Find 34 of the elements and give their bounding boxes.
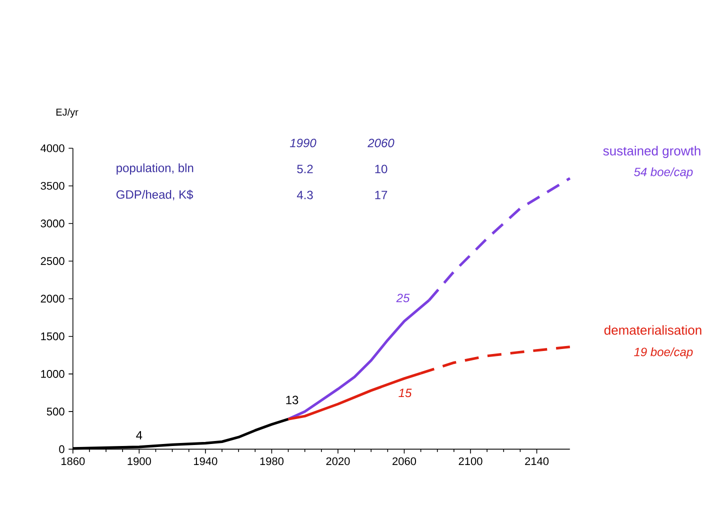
x-tick-label: 1980 bbox=[260, 457, 284, 466]
annotation: 10 bbox=[375, 164, 388, 174]
y-tick-label: 4000 bbox=[40, 144, 64, 152]
y-tick-label: 500 bbox=[46, 408, 64, 416]
text: 19 boe/cap bbox=[634, 347, 693, 359]
x-tick-label: 2140 bbox=[525, 457, 549, 466]
y-tick-label: 3000 bbox=[40, 220, 64, 228]
y-tick-label: 2000 bbox=[40, 294, 64, 303]
annotation: 13 bbox=[286, 396, 298, 404]
annotation: 4 bbox=[136, 431, 142, 440]
text: 54 boe/cap bbox=[634, 167, 693, 179]
annotation: 5.2 bbox=[297, 164, 313, 174]
text: sustained growth bbox=[603, 146, 700, 158]
x-tick-label: 1860 bbox=[62, 457, 85, 466]
annotation: 15 bbox=[398, 388, 412, 398]
x-tick-label: 2060 bbox=[392, 457, 416, 466]
annotation: population, bln bbox=[116, 163, 194, 175]
text: dematerialisation bbox=[604, 325, 702, 335]
y-tick-label: 1500 bbox=[41, 332, 64, 340]
text: 2060 bbox=[368, 138, 394, 148]
annotation: GDP/head, K$ bbox=[116, 190, 194, 200]
y-tick-label: 3500 bbox=[40, 182, 64, 190]
x-tick-label: 2020 bbox=[326, 457, 350, 466]
x-tick-label: 1940 bbox=[194, 457, 218, 466]
annotation: 17 bbox=[375, 190, 388, 200]
y-axis-title: EJ/yr bbox=[56, 108, 78, 118]
y-tick-label: 1000 bbox=[41, 370, 64, 378]
text: 1990 bbox=[290, 138, 316, 148]
annotation: 25 bbox=[396, 294, 410, 302]
x-tick-label: 2100 bbox=[458, 457, 482, 466]
annotation: 4.3 bbox=[296, 190, 313, 200]
y-tick-label: 2500 bbox=[40, 257, 64, 265]
x-tick-label: 1900 bbox=[128, 457, 151, 466]
y-tick-label: 0 bbox=[59, 445, 64, 454]
